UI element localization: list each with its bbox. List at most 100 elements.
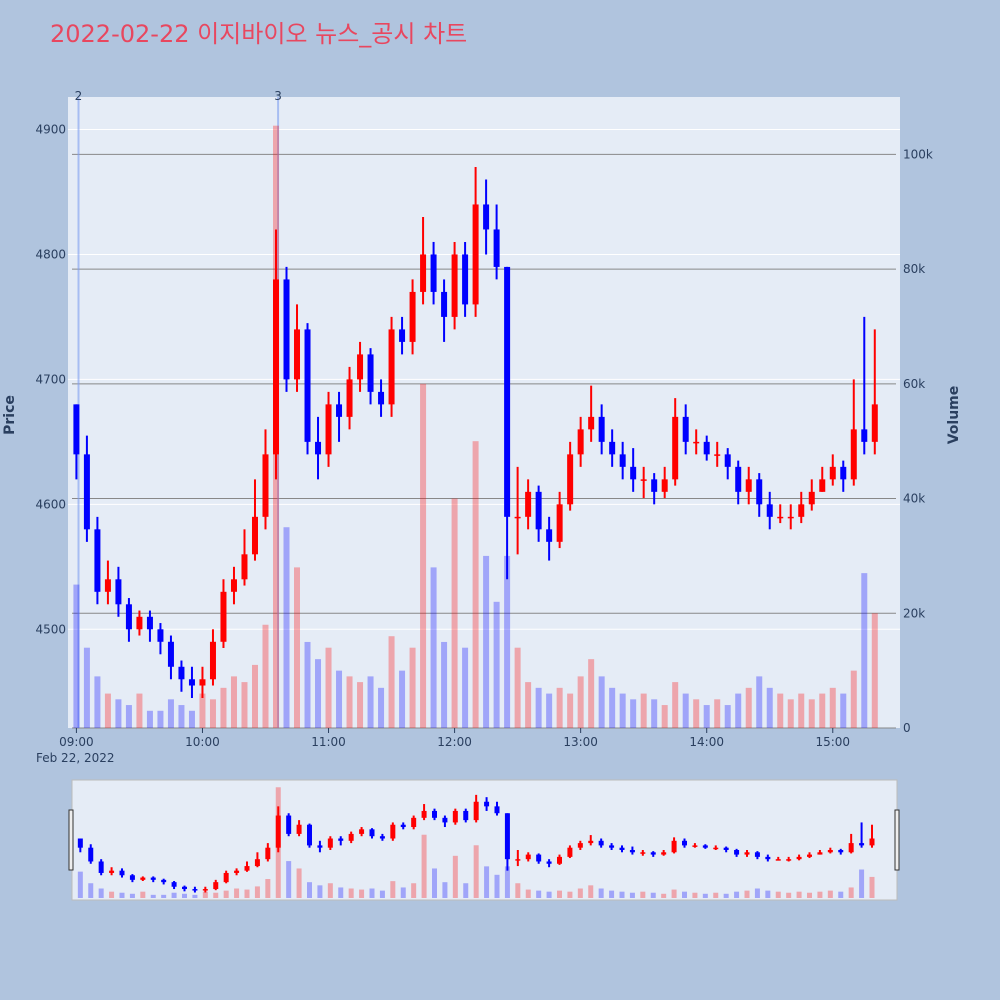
candle-body <box>661 852 667 855</box>
candle-body <box>472 204 479 305</box>
volume-bar <box>336 670 343 728</box>
volume-bar <box>546 891 552 898</box>
volume-bar <box>838 891 844 898</box>
candle-body <box>441 291 448 317</box>
volume-bar <box>234 888 240 898</box>
y-axis-title: Price <box>2 395 18 435</box>
candle-body <box>661 479 668 492</box>
volume-bar <box>756 676 763 728</box>
y2-tick-label: 20k <box>903 606 925 620</box>
y-tick-label: 4700 <box>35 372 66 386</box>
y-tick-label: 4900 <box>35 122 66 136</box>
candle-body <box>745 479 752 492</box>
volume-bar <box>150 894 156 898</box>
candle-body <box>744 852 750 855</box>
volume-bar <box>262 624 269 728</box>
plot-area <box>68 97 900 728</box>
volume-bar <box>817 891 823 898</box>
volume-bar <box>682 693 689 728</box>
candle-body <box>146 616 153 630</box>
candle-body <box>77 838 83 848</box>
candle-body <box>588 840 594 844</box>
candle-body <box>420 254 427 292</box>
volume-bar <box>640 891 646 898</box>
candle-body <box>693 441 700 444</box>
candle-body <box>859 843 865 846</box>
volume-bar <box>473 845 479 898</box>
candle-body <box>850 429 857 480</box>
candle-body <box>432 810 437 818</box>
candle-body <box>273 279 279 455</box>
candle-body <box>317 845 323 848</box>
candle-body <box>327 838 333 848</box>
candle-body <box>115 579 122 605</box>
candle-body <box>88 847 94 862</box>
candle-body <box>346 379 353 417</box>
volume-bar <box>671 889 677 898</box>
volume-bar <box>850 670 857 728</box>
candle-body <box>756 479 763 505</box>
candle-body <box>817 852 823 855</box>
volume-bar <box>651 699 658 728</box>
candle-body <box>546 861 552 864</box>
volume-bar <box>286 861 292 898</box>
volume-bar <box>125 705 132 728</box>
annotation-text: 3 <box>274 89 282 103</box>
candle-body <box>735 466 742 492</box>
volume-bar <box>829 687 836 728</box>
candle-body <box>493 229 500 267</box>
candle-body <box>192 889 198 891</box>
volume-bar <box>494 874 500 898</box>
candle-body <box>598 416 605 442</box>
slider-handle[interactable] <box>894 809 900 871</box>
range-slider[interactable] <box>71 779 898 901</box>
candle-body <box>651 479 658 492</box>
volume-bar <box>442 882 448 898</box>
volume-bar <box>430 567 437 728</box>
candle-body <box>125 604 132 630</box>
volume-bar <box>178 705 185 728</box>
candle-body <box>640 852 646 854</box>
candle-body <box>188 679 195 686</box>
candle-body <box>598 840 604 846</box>
x-tick-label: 14:00 <box>689 735 724 749</box>
candle-body <box>251 516 258 555</box>
volume-bar <box>504 866 510 898</box>
candle-body <box>682 840 687 846</box>
candle-body <box>230 579 237 592</box>
volume-bar <box>754 888 760 898</box>
volume-bar <box>819 693 826 728</box>
candle-body <box>682 416 689 442</box>
candle-body <box>577 429 584 455</box>
volume-bar <box>244 889 250 898</box>
volume-bar <box>493 601 500 728</box>
candle-body <box>557 856 562 864</box>
volume-bar <box>157 710 164 728</box>
volume-bar <box>369 888 375 898</box>
candle-body <box>619 454 626 467</box>
volume-bar <box>744 890 750 898</box>
volume-bar <box>735 693 742 728</box>
volume-bar <box>400 887 406 898</box>
volume-bar <box>409 647 416 728</box>
volume-bar <box>734 891 740 898</box>
candle-body <box>702 845 708 848</box>
volume-bar <box>745 687 752 728</box>
volume-bar <box>514 647 521 728</box>
candle-body <box>483 204 490 230</box>
candle-body <box>400 824 406 828</box>
volume-bar <box>241 682 248 728</box>
volume-bar <box>661 893 667 898</box>
volume-bar <box>359 889 365 898</box>
candle-body <box>714 454 721 456</box>
candle-body <box>442 817 448 823</box>
volume-bar <box>327 883 333 898</box>
slider-handle[interactable] <box>68 809 74 871</box>
candle-body <box>378 391 385 405</box>
candle-body <box>723 847 729 850</box>
volume-bar <box>294 567 301 728</box>
volume-bar <box>588 659 595 728</box>
candle-body <box>473 801 479 821</box>
y2-tick-label: 0 <box>903 721 911 735</box>
candle-body <box>338 838 344 841</box>
